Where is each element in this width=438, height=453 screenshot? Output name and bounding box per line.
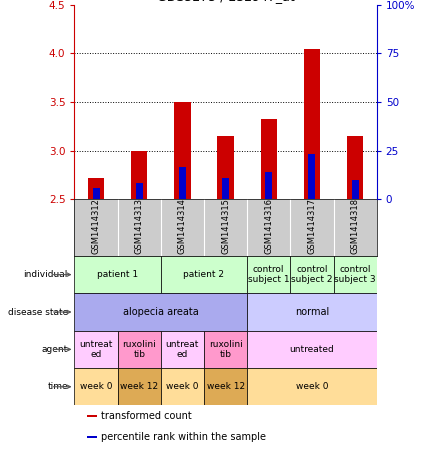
Text: week 0: week 0 (166, 382, 199, 391)
Text: GSM1414317: GSM1414317 (307, 198, 316, 255)
Bar (352, 180, 359, 199)
Text: patient 1: patient 1 (97, 270, 138, 279)
Bar (204, 331, 247, 368)
Bar (131, 150, 148, 199)
Bar (87, 415, 96, 417)
Bar (204, 368, 247, 405)
Bar (308, 154, 315, 199)
Text: disease state: disease state (8, 308, 68, 317)
Text: week 12: week 12 (206, 382, 245, 391)
Bar (261, 120, 277, 199)
Bar (74, 368, 118, 405)
Bar (74, 256, 161, 294)
Bar (118, 331, 161, 368)
Bar (290, 256, 333, 294)
Bar (217, 136, 234, 199)
Bar (88, 178, 104, 199)
Title: GDS5275 / 232947_at: GDS5275 / 232947_at (157, 0, 294, 3)
Text: week 12: week 12 (120, 382, 158, 391)
Text: untreat
ed: untreat ed (79, 340, 113, 359)
Bar (179, 167, 186, 199)
Bar (247, 368, 377, 405)
Text: GSM1414318: GSM1414318 (350, 198, 360, 255)
Text: control
subject 2: control subject 2 (291, 265, 333, 284)
Text: GSM1414315: GSM1414315 (221, 198, 230, 255)
Text: control
subject 3: control subject 3 (334, 265, 376, 284)
Bar (136, 183, 143, 199)
Text: alopecia areata: alopecia areata (123, 307, 199, 317)
Text: transformed count: transformed count (101, 411, 192, 421)
Bar (161, 256, 247, 294)
Text: GSM1414316: GSM1414316 (264, 198, 273, 255)
Bar (74, 331, 118, 368)
Bar (304, 49, 320, 199)
Text: week 0: week 0 (296, 382, 328, 391)
Text: GSM1414312: GSM1414312 (92, 198, 101, 255)
Text: ruxolini
tib: ruxolini tib (208, 340, 243, 359)
Bar (174, 102, 191, 199)
Text: GSM1414314: GSM1414314 (178, 198, 187, 255)
Text: percentile rank within the sample: percentile rank within the sample (101, 432, 266, 442)
Text: ruxolini
tib: ruxolini tib (122, 340, 156, 359)
Bar (87, 436, 96, 438)
Bar (74, 294, 247, 331)
Bar (222, 178, 229, 199)
Bar (333, 256, 377, 294)
Text: time: time (47, 382, 68, 391)
Bar (247, 331, 377, 368)
Text: agent: agent (42, 345, 68, 354)
Text: control
subject 1: control subject 1 (248, 265, 290, 284)
Text: week 0: week 0 (80, 382, 112, 391)
Bar (265, 172, 272, 199)
Bar (161, 331, 204, 368)
Text: GSM1414313: GSM1414313 (135, 198, 144, 255)
Text: individual: individual (24, 270, 68, 279)
Text: normal: normal (295, 307, 329, 317)
Text: untreated: untreated (290, 345, 334, 354)
Bar (347, 136, 363, 199)
Bar (247, 256, 290, 294)
Text: patient 2: patient 2 (184, 270, 225, 279)
Bar (92, 188, 99, 199)
Bar (161, 368, 204, 405)
Bar (118, 368, 161, 405)
Bar (247, 294, 377, 331)
Text: untreat
ed: untreat ed (166, 340, 199, 359)
